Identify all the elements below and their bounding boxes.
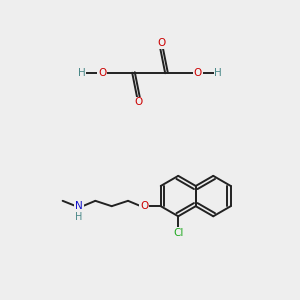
Text: O: O [158, 38, 166, 48]
Text: Cl: Cl [173, 228, 183, 238]
Text: N: N [75, 201, 83, 211]
Text: O: O [194, 68, 202, 78]
Text: O: O [134, 98, 142, 107]
Text: H: H [78, 68, 86, 78]
Text: H: H [75, 212, 83, 222]
Text: H: H [214, 68, 222, 78]
Text: O: O [98, 68, 106, 78]
Text: O: O [140, 201, 148, 211]
